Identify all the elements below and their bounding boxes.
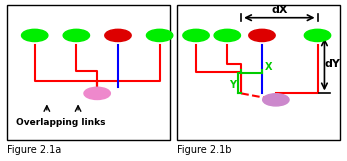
Text: dX: dX — [271, 5, 288, 15]
Circle shape — [63, 29, 90, 42]
Text: Figure 2.1b: Figure 2.1b — [177, 145, 231, 155]
Text: Y: Y — [229, 80, 236, 90]
Circle shape — [22, 29, 48, 42]
Text: X: X — [264, 62, 272, 72]
Circle shape — [263, 94, 289, 106]
Circle shape — [183, 29, 209, 42]
Circle shape — [304, 29, 331, 42]
Text: Overlapping links: Overlapping links — [16, 118, 105, 127]
Circle shape — [105, 29, 131, 42]
Bar — [177, 5, 340, 140]
Bar — [7, 5, 170, 140]
Text: Figure 2.1a: Figure 2.1a — [7, 145, 61, 155]
Text: dY: dY — [324, 59, 340, 69]
Circle shape — [214, 29, 240, 42]
Circle shape — [146, 29, 173, 42]
Circle shape — [249, 29, 275, 42]
Circle shape — [84, 87, 110, 99]
